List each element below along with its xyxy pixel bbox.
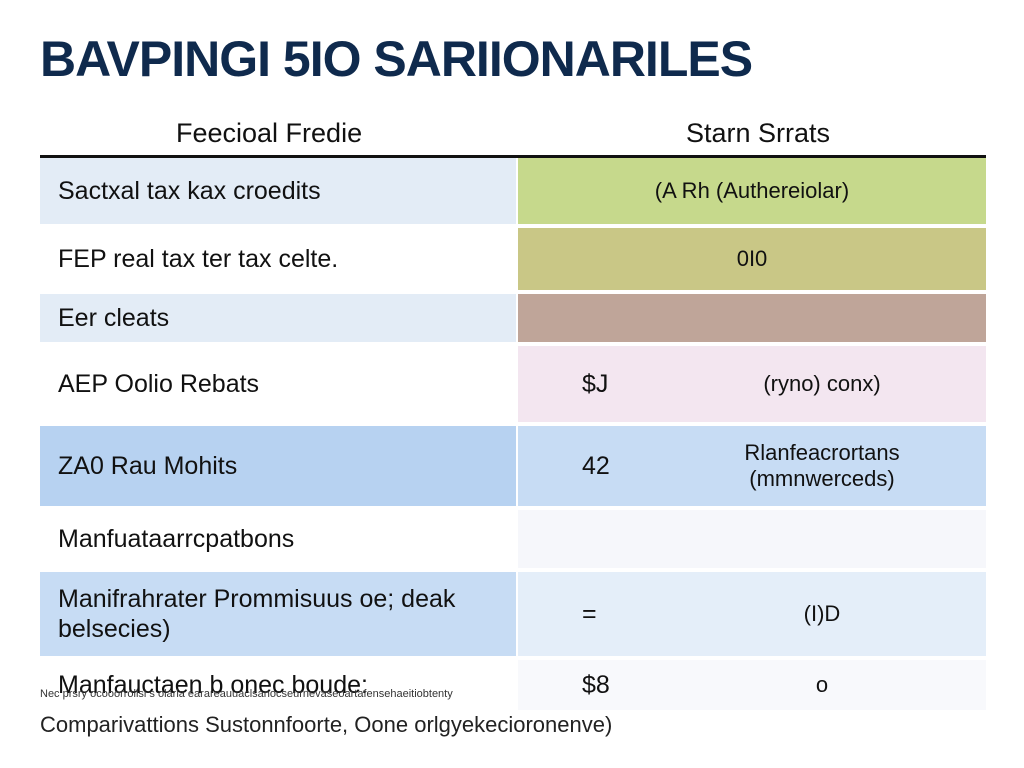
- row-value-cell: [518, 294, 986, 342]
- row-label-text: Manfauctaen b onec boude:: [58, 670, 368, 699]
- row-label-text: Manifrahrater Prommisuus oe; deak belsec…: [58, 585, 456, 643]
- row-label-text: Manfuataarrcpatbons: [58, 524, 295, 553]
- row-value-cell: (A Rh (Authereiolar): [518, 158, 986, 224]
- row-label: ZA0 Rau Mohits: [40, 426, 516, 506]
- fine-print: Nec prsry ocooorrollsl s olarla earareau…: [40, 688, 453, 700]
- header-divider: [40, 155, 986, 158]
- row-label: Manifrahrater Prommisuus oe; deak belsec…: [40, 572, 516, 656]
- row-value: 42: [582, 451, 610, 480]
- table-row: Manfauctaen b onec boude: $8 o: [40, 660, 986, 710]
- row-label: AEP Oolio Rebats: [40, 346, 516, 422]
- row-value-cell: 42 Rlanfeacrortans (mmnwerceds): [518, 426, 986, 506]
- row-value-cell: $J (ryno) conx): [518, 346, 986, 422]
- row-value: $8: [582, 670, 610, 699]
- row-label-text: Sactxal tax kax croedits: [58, 176, 321, 205]
- row-label: Manfauctaen b onec boude:: [40, 660, 516, 710]
- row-note: (A Rh (Authereiolar): [654, 178, 850, 203]
- column-header-right: Starn Srrats: [686, 118, 831, 148]
- row-value-cell: $8 o: [518, 660, 986, 710]
- row-label-text: ZA0 Rau Mohits: [58, 451, 238, 480]
- row-label: Manfuataarrcpatbons: [40, 510, 516, 568]
- table-row: Manifrahrater Prommisuus oe; deak belsec…: [40, 572, 986, 656]
- row-label-text: AEP Oolio Rebats: [58, 369, 260, 398]
- row-note: o: [815, 672, 829, 697]
- row-value: $J: [582, 369, 609, 398]
- table-row: FEP real tax ter tax celte. 0I0: [40, 228, 986, 290]
- row-note: (I)D: [803, 601, 841, 626]
- row-label-text: Eer cleats: [58, 303, 170, 332]
- column-header-left: Feecioal Fredie: [176, 118, 363, 148]
- row-note: Rlanfeacrortans (mmnwerceds): [744, 439, 900, 491]
- row-value-cell: [518, 510, 986, 568]
- comparison-table: Sactxal tax kax croedits (A Rh (Authereio…: [40, 158, 986, 710]
- row-value-cell: = (I)D: [518, 572, 986, 656]
- table-row: Manfuataarrcpatbons: [40, 510, 986, 568]
- row-label: FEP real tax ter tax celte.: [40, 228, 516, 290]
- page-title: BAVPINGI 5IO SARIIONARILES: [40, 31, 753, 87]
- row-label: Eer cleats: [40, 294, 516, 342]
- footer-caption: Comparivattions Sustonnfoorte, Oone orlg…: [40, 712, 613, 737]
- row-value: =: [582, 599, 597, 628]
- row-label-text: FEP real tax ter tax celte.: [58, 244, 339, 273]
- table-row: ZA0 Rau Mohits 42 Rlanfeacrortans (mmnwerc…: [40, 426, 986, 506]
- row-label: Sactxal tax kax croedits: [40, 158, 516, 224]
- table-row: Eer cleats: [40, 294, 986, 342]
- table-row: Sactxal tax kax croedits (A Rh (Authereio…: [40, 158, 986, 224]
- row-note: (ryno) conx): [763, 371, 881, 396]
- row-note: 0I0: [736, 246, 768, 271]
- table-row: AEP Oolio Rebats $J (ryno) conx): [40, 346, 986, 422]
- row-value-cell: 0I0: [518, 228, 986, 290]
